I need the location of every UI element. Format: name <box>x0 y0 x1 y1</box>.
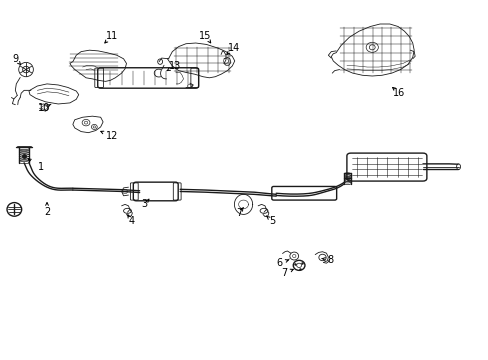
Text: 7: 7 <box>281 268 287 278</box>
Text: 1: 1 <box>38 162 43 172</box>
Text: 9: 9 <box>12 54 19 64</box>
Text: 3: 3 <box>141 199 147 209</box>
Text: 8: 8 <box>326 255 333 265</box>
Text: 12: 12 <box>105 131 118 141</box>
Text: 2: 2 <box>44 207 50 217</box>
Text: 13: 13 <box>169 61 181 71</box>
Text: 14: 14 <box>227 43 240 53</box>
Text: 7: 7 <box>236 208 242 218</box>
Text: 16: 16 <box>393 88 405 98</box>
Text: 15: 15 <box>199 31 211 41</box>
Text: 11: 11 <box>105 31 118 41</box>
Text: 6: 6 <box>276 258 282 268</box>
Text: 4: 4 <box>128 216 134 226</box>
Text: 10: 10 <box>38 103 50 113</box>
Text: 5: 5 <box>269 216 275 226</box>
